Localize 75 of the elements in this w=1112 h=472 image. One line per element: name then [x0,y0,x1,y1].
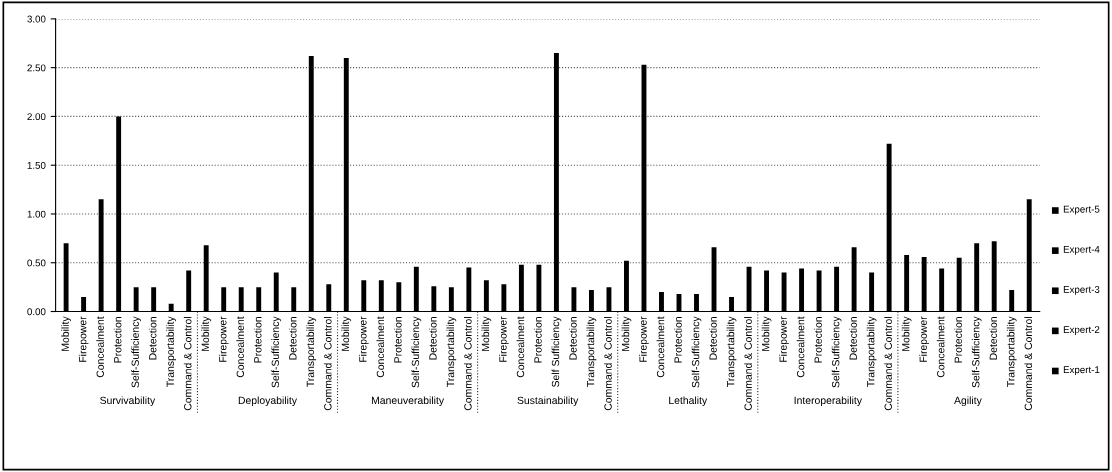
x-tick-label: Self Sufficiency [551,316,562,387]
x-tick-label: Command & Control [464,317,472,411]
x-tick-label: Detection [989,317,997,360]
text: Expert-5 [1063,205,1100,215]
text: Deployability [238,396,297,407]
x-tick-label: Command & Control [183,317,192,411]
x-tick-label: Concealment [796,316,805,378]
x-tick-label: Self-Sufficiency [831,316,842,388]
x-tick-label: Concealment [376,316,385,378]
x-tick-label: Detection [148,317,157,360]
x-tick-label: Protection [674,317,682,363]
text: Expert-3 [1063,286,1100,295]
x-tick-label: Command & Control [323,317,332,411]
text: Sustainability [517,396,579,407]
x-tick-label: Self-Sufficiency [271,316,282,388]
x-tick-label: Protection [113,317,122,363]
x-tick-label: Transportability [1006,316,1017,387]
x-tick-label: Mobility [621,316,632,351]
x-tick-label: Firepower [919,316,929,362]
x-tick-label: Command & Control [744,317,752,411]
x-tick-label: Concealment [236,316,245,378]
x-tick-label: Self-Sufficiency [131,316,142,388]
text: Expert-4 [1063,245,1100,255]
x-tick-label: Self-Sufficiency [411,316,422,388]
x-tick-label: Protection [534,317,542,363]
text: Expert-2 [1063,326,1100,335]
x-tick-label: Firepower [779,316,789,362]
x-tick-label: Detection [428,317,437,360]
text: Agility [954,396,982,407]
x-tick-label: Detection [849,317,857,360]
x-tick-label: Command & Control [884,317,892,411]
x-tick-label: Protection [253,317,262,363]
y-tick-label: 1.50 [27,161,46,169]
x-tick-label: Mobility [201,316,212,351]
x-tick-label: Detection [569,317,577,360]
x-tick-label: Transportability [166,316,177,387]
text: Expert-1 [1063,366,1100,376]
x-tick-label: Protection [393,317,402,363]
x-tick-label: Transportability [446,316,457,387]
x-tick-label: Command & Control [1024,317,1033,411]
x-tick-label: Mobility [901,316,912,351]
x-tick-label: Transportability [726,316,737,387]
x-tick-label: Detection [288,317,297,360]
x-tick-label: Firepower [639,316,649,362]
text: Interoperability [794,396,862,407]
y-tick-label: 3.00 [27,15,46,23]
x-tick-label: Mobility [761,316,772,351]
x-tick-label: Command & Control [604,317,612,411]
x-tick-label: Concealment [96,316,104,378]
x-tick-label: Concealment [936,316,945,378]
y-tick-label: 0.50 [27,259,46,267]
x-tick-label: Mobility [481,316,492,351]
x-tick-label: Concealment [656,316,665,378]
text: Survivability [100,396,156,407]
x-tick-label: Transportability [306,316,317,387]
x-tick-label: Self-Sufficiency [971,316,982,388]
x-tick-label: Firepower [358,316,369,362]
text: Maneuverability [371,396,445,407]
y-tick-label: 0.00 [27,308,46,316]
x-tick-label: Mobility [61,316,71,351]
x-tick-label: Protection [954,317,962,363]
y-tick-label: 2.00 [27,113,46,121]
x-tick-label: Firepower [78,316,89,362]
x-tick-label: Firepower [218,316,229,362]
x-tick-label: Transportability [866,316,877,387]
x-tick-label: Transportability [586,316,597,387]
y-tick-label: 1.00 [27,210,46,218]
x-tick-label: Concealment [516,316,525,378]
x-tick-label: Detection [709,317,717,360]
y-tick-label: 2.50 [27,64,46,72]
x-tick-label: Self-Sufficiency [691,316,702,388]
x-tick-label: Firepower [499,316,509,362]
text: Lethality [669,396,708,407]
x-tick-label: Protection [814,317,822,363]
x-tick-label: Mobility [341,316,352,351]
